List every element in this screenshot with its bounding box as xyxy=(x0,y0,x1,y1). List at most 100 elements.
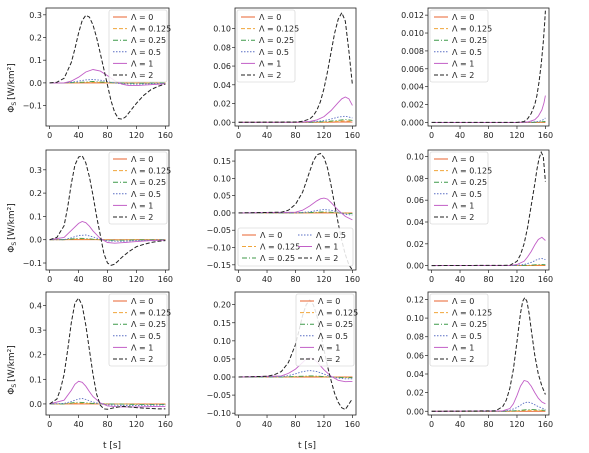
legend-label-5: Λ = 2 xyxy=(452,71,474,80)
y-tick-label: 0.4 xyxy=(29,302,42,311)
x-tick-label: 0 xyxy=(429,420,434,429)
series-group xyxy=(431,10,546,123)
y-tick-label: −0.15 xyxy=(206,261,231,270)
legend-label-2: Λ = 0.25 xyxy=(131,36,166,45)
y-tick-label: 0.10 xyxy=(213,25,231,34)
series-line-4 xyxy=(238,197,353,221)
legend-label-0: Λ = 0 xyxy=(452,297,474,306)
series-line-3 xyxy=(431,258,546,267)
y-tick-label: 0.05 xyxy=(213,355,231,364)
x-tick-label: 40 xyxy=(73,275,83,284)
y-tick-label: 0.004 xyxy=(401,83,424,92)
y-tick-label: 0.06 xyxy=(213,62,231,71)
legend-box xyxy=(108,293,168,367)
legend: Λ = 0 Λ = 0.125 Λ = 0.25 Λ = 0.5 Λ = 1 Λ = 2 xyxy=(108,293,171,367)
x-tick-label: 40 xyxy=(262,275,272,284)
legend-box xyxy=(108,151,168,225)
y-tick-label: 0.2 xyxy=(29,351,42,360)
y-tick-label: 0.1 xyxy=(29,56,42,65)
series-line-4 xyxy=(431,379,546,412)
y-tick-label: 0.02 xyxy=(213,100,231,109)
legend-box xyxy=(236,9,296,83)
x-tick-label: 0 xyxy=(429,131,434,140)
y-tick-label: 0.1 xyxy=(29,375,42,384)
x-tick-label: 0 xyxy=(236,420,241,429)
series-line-4 xyxy=(49,69,166,87)
series-line-1 xyxy=(49,238,166,241)
legend-label-1: Λ = 0.125 xyxy=(318,309,358,318)
series-line-1 xyxy=(431,409,546,412)
legend-label-5: Λ = 2 xyxy=(131,71,153,80)
y-tick-label: −0.10 xyxy=(206,244,231,253)
x-tick-label: 160 xyxy=(538,131,553,140)
legend-label-1: Λ = 0.125 xyxy=(131,309,171,318)
x-tick-label: 40 xyxy=(455,131,465,140)
legend-label-1: Λ = 0.125 xyxy=(259,25,299,34)
legend-label-3: Λ = 0.5 xyxy=(452,332,482,341)
y-tick-label: 0.10 xyxy=(406,314,424,323)
x-tick-label: 120 xyxy=(509,275,524,284)
subplot-r1c2: 0 40 80 120 160 0.00 0.02 0.04 0.06 0.08 0.10 Λ = 0… xyxy=(213,7,360,140)
y-tick-label: 0.0 xyxy=(29,400,42,409)
legend-label-2: Λ = 0.25 xyxy=(452,36,487,45)
series-line-5 xyxy=(431,296,546,412)
series-line-2 xyxy=(431,408,546,412)
y-tick-label: 0.000 xyxy=(401,118,424,127)
y-tick-label: 0.05 xyxy=(213,192,231,201)
y-axis-label-row-3: ΦS[W/km²] xyxy=(7,345,18,394)
legend-label-4: Λ = 1 xyxy=(318,343,340,352)
legend: Λ = 0 Λ = 0.125 Λ = 0.25 Λ = 0.5 Λ = 1 Λ = 2 xyxy=(429,151,492,225)
y-tick-label: 0.010 xyxy=(401,29,424,38)
legend-label-5: Λ = 2 xyxy=(131,355,153,364)
y-axis-label-row-1: ΦS[W/km²] xyxy=(7,63,18,112)
series-line-3 xyxy=(49,398,166,406)
x-tick-label: 120 xyxy=(316,420,331,429)
series-line-3 xyxy=(238,115,353,123)
subplot-r3c3: 0 40 80 120 160 0.00 0.02 0.04 0.06 0.08 0.10 0.12 Λ… xyxy=(406,291,553,429)
series-line-3 xyxy=(431,401,546,412)
legend-label-1: Λ = 0.125 xyxy=(452,167,492,176)
series-group xyxy=(238,11,353,123)
series-group xyxy=(49,155,166,266)
subplot-r2c3: 0 40 80 120 160 0.00 0.02 0.04 0.06 0.08 0.10 Λ = 0… xyxy=(406,149,553,284)
y-tick-label: 0.3 xyxy=(29,11,42,20)
legend-label-3: Λ = 0.5 xyxy=(316,231,346,240)
y-tick-label: −0.1 xyxy=(23,102,42,111)
series-line-2 xyxy=(238,211,353,215)
legend-label-3: Λ = 0.5 xyxy=(131,332,161,341)
series-group xyxy=(431,150,546,267)
series-line-5 xyxy=(238,11,353,123)
legend-box xyxy=(237,227,354,267)
x-tick-label: 0 xyxy=(47,131,52,140)
legend-label-0: Λ = 0 xyxy=(131,13,153,22)
legend-label-4: Λ = 1 xyxy=(452,59,474,68)
legend-label-2: Λ = 0.25 xyxy=(318,320,353,329)
legend-label-2: Λ = 0.25 xyxy=(452,320,487,329)
x-tick-label: 0 xyxy=(47,420,52,429)
legend: Λ = 0 Λ = 0.5 Λ = 0.125 Λ = 1 Λ = 0.25 Λ = 2 xyxy=(237,227,354,267)
legend-label-4: Λ = 1 xyxy=(131,59,153,68)
legend-label-3: Λ = 0.5 xyxy=(131,190,161,199)
y-tick-label: 0.008 xyxy=(401,47,424,56)
x-tick-label: 120 xyxy=(129,420,144,429)
y-tick-label: 0.08 xyxy=(406,333,424,342)
legend-label-0: Λ = 0 xyxy=(452,13,474,22)
x-tick-label: 160 xyxy=(538,420,553,429)
y-tick-label: 0.3 xyxy=(29,326,42,335)
x-tick-label: 120 xyxy=(129,275,144,284)
y-tick-label: 0.2 xyxy=(29,34,42,43)
x-tick-label: 80 xyxy=(483,275,493,284)
series-line-3 xyxy=(49,79,166,85)
subplot-r2c2: 0 40 80 120 160 −0.15 −0.10 −0.05 0.00 0.05 0.10 0.… xyxy=(206,149,360,284)
y-tick-label: 0.00 xyxy=(213,373,231,382)
series-line-5 xyxy=(49,155,166,266)
legend-label-2: Λ = 0.25 xyxy=(259,36,294,45)
series-line-2 xyxy=(238,375,353,379)
x-tick-label: 120 xyxy=(316,131,331,140)
x-tick-label: 40 xyxy=(73,420,83,429)
y-tick-label: −0.10 xyxy=(206,409,231,418)
x-tick-label: 80 xyxy=(102,131,112,140)
legend-label-0: Λ = 0 xyxy=(318,297,340,306)
x-tick-label: 160 xyxy=(158,275,173,284)
